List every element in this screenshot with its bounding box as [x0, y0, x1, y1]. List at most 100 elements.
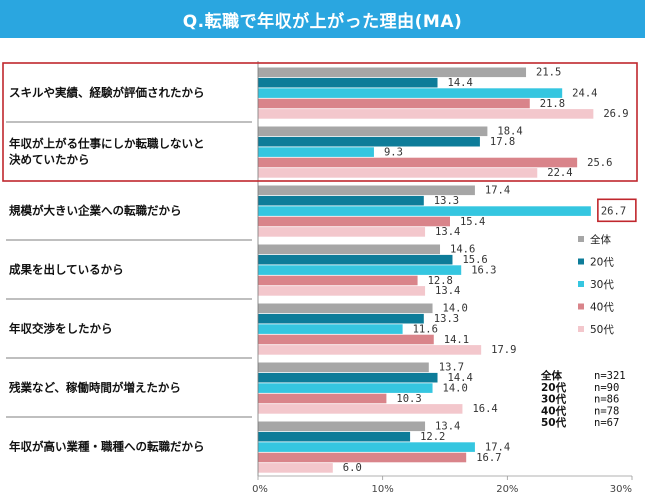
bar — [258, 421, 426, 432]
data-label: 13.4 — [435, 226, 460, 238]
legend-label: 50代 — [590, 324, 614, 336]
bar — [258, 265, 462, 275]
category-label: 残業など、稼働時間が増えたから — [9, 381, 181, 395]
category-label: 年収が上がる仕事にしか転職しないと — [9, 137, 205, 151]
bar — [258, 126, 488, 137]
legend-label: 全体 — [590, 233, 611, 246]
bar — [258, 206, 591, 216]
legend-label: 40代 — [590, 302, 614, 314]
bar — [258, 393, 387, 404]
bar — [258, 275, 418, 286]
legend-swatch — [578, 236, 584, 242]
category-label: 成果を出しているから — [9, 263, 124, 277]
category-label: 年収が高い業種・職種への転職だから — [9, 440, 205, 454]
sample-size-value: n=67 — [594, 417, 619, 429]
bar — [258, 313, 424, 324]
x-tick-label: 10% — [372, 484, 394, 495]
data-label: 17.8 — [490, 136, 515, 148]
data-label: 10.3 — [396, 393, 421, 405]
data-label: 13.3 — [434, 313, 459, 325]
bar — [258, 67, 527, 78]
bar — [258, 431, 411, 442]
data-label: 15.6 — [462, 254, 487, 266]
data-label: 15.4 — [460, 216, 485, 228]
bar — [258, 168, 538, 178]
bar — [258, 109, 594, 119]
bar — [258, 147, 374, 157]
sample-size-group: 30代 — [541, 393, 567, 406]
data-label: 17.4 — [485, 441, 510, 453]
legend-swatch — [578, 281, 584, 287]
sample-size-group: 50代 — [541, 416, 567, 429]
data-label: 26.9 — [603, 108, 628, 120]
data-label: 14.4 — [448, 77, 473, 89]
bar — [258, 244, 441, 255]
data-label: 6.0 — [343, 462, 362, 474]
bar — [258, 383, 433, 393]
bar — [258, 334, 434, 345]
sample-size-value: n=321 — [594, 370, 626, 382]
bar — [258, 362, 429, 373]
sample-size-group: 40代 — [541, 404, 567, 417]
data-label: 17.9 — [491, 344, 516, 356]
sample-size-group: 全体 — [540, 369, 562, 382]
chart-title: Q.転職で年収が上がった理由(MA) — [182, 11, 463, 32]
bar — [258, 185, 475, 196]
bar — [258, 372, 438, 383]
highlight-value-box — [597, 198, 637, 223]
bar — [258, 324, 403, 334]
data-label: 9.3 — [384, 146, 403, 158]
chart-title-bar: Q.転職で年収が上がった理由(MA) — [0, 0, 645, 38]
data-label: 21.8 — [540, 98, 565, 110]
x-tick-label: 0% — [252, 484, 268, 495]
data-label: 17.4 — [485, 185, 510, 197]
sample-size-value: n=86 — [594, 394, 619, 406]
data-label: 16.3 — [471, 264, 496, 276]
highlight-box — [2, 62, 638, 182]
bar — [258, 345, 482, 355]
data-label: 12.8 — [428, 275, 453, 287]
data-label: 26.7 — [601, 205, 626, 217]
bar — [258, 216, 450, 227]
bar — [258, 452, 467, 463]
legend-label: 20代 — [590, 257, 614, 269]
data-label: 14.0 — [443, 382, 468, 394]
data-label: 13.4 — [435, 421, 460, 433]
data-label: 14.6 — [450, 244, 475, 256]
data-label: 13.7 — [439, 362, 464, 374]
bar — [258, 157, 578, 168]
category-label: スキルや実績、経験が評価されたから — [9, 86, 205, 100]
data-label: 14.0 — [443, 303, 468, 315]
data-label: 13.4 — [435, 285, 460, 297]
bar — [258, 303, 433, 314]
legend-swatch — [578, 326, 584, 332]
sample-size-value: n=90 — [594, 382, 619, 394]
sample-size-value: n=78 — [594, 405, 619, 417]
category-label: 規模が大きい企業への転職だから — [9, 204, 182, 218]
category-label-line2: 決めていたから — [9, 153, 90, 167]
bar — [258, 195, 424, 206]
bar — [258, 77, 438, 88]
data-label: 24.4 — [572, 87, 597, 99]
data-label: 14.1 — [444, 334, 469, 346]
bar — [258, 254, 453, 265]
bar — [258, 442, 475, 452]
bar — [258, 463, 333, 473]
bar — [258, 88, 563, 98]
data-label: 21.5 — [536, 67, 561, 79]
data-label: 25.6 — [587, 157, 612, 169]
bar — [258, 227, 426, 237]
legend-swatch — [578, 303, 584, 310]
x-tick-label: 30% — [610, 484, 632, 495]
bar — [258, 404, 463, 414]
data-label: 16.4 — [472, 403, 497, 415]
data-label: 22.4 — [547, 167, 572, 179]
data-label: 13.3 — [434, 195, 459, 207]
legend-label: 30代 — [590, 279, 614, 291]
data-label: 11.6 — [413, 323, 438, 335]
legend-swatch — [578, 258, 584, 265]
bar — [258, 136, 480, 147]
data-label: 16.7 — [476, 452, 501, 464]
data-label: 12.2 — [420, 431, 445, 443]
